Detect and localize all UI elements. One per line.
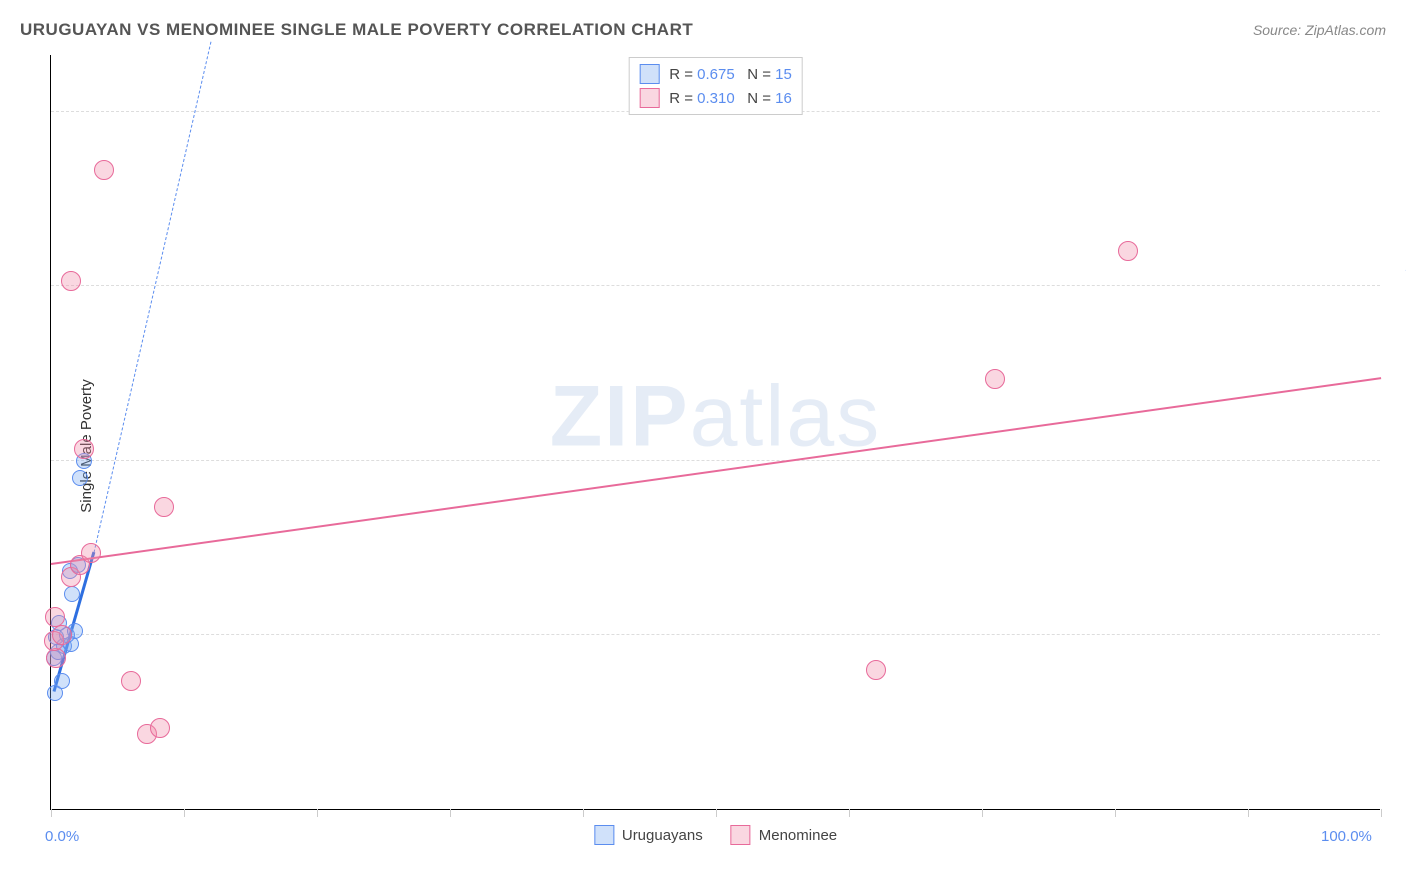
- scatter-point: [54, 673, 70, 689]
- x-tick: [51, 809, 52, 817]
- legend-item: Menominee: [731, 825, 837, 845]
- scatter-point: [45, 607, 65, 627]
- grid-line: [51, 634, 1380, 635]
- scatter-point: [150, 718, 170, 738]
- watermark-bold: ZIP: [550, 368, 690, 464]
- legend-swatch: [594, 825, 614, 845]
- x-tick: [849, 809, 850, 817]
- chart-container: URUGUAYAN VS MENOMINEE SINGLE MALE POVER…: [0, 0, 1406, 892]
- legend-row: R = 0.310 N = 16: [639, 86, 792, 110]
- scatter-point: [74, 439, 94, 459]
- legend-correlation: R = 0.675 N = 15 R = 0.310 N = 16: [628, 57, 803, 115]
- x-tick: [450, 809, 451, 817]
- x-tick: [982, 809, 983, 817]
- x-tick-label: 0.0%: [45, 828, 79, 845]
- legend-series: Uruguayans Menominee: [594, 825, 837, 845]
- scatter-point: [121, 671, 141, 691]
- grid-line: [51, 460, 1380, 461]
- grid-line: [51, 285, 1380, 286]
- plot-area: ZIPatlas R = 0.675 N = 15 R = 0.310 N = 1…: [50, 55, 1380, 810]
- scatter-point: [61, 271, 81, 291]
- scatter-point: [154, 497, 174, 517]
- x-tick: [1115, 809, 1116, 817]
- x-tick: [583, 809, 584, 817]
- scatter-point: [64, 586, 80, 602]
- legend-label: Uruguayans: [622, 827, 703, 844]
- title-bar: URUGUAYAN VS MENOMINEE SINGLE MALE POVER…: [20, 20, 1386, 40]
- scatter-point: [866, 660, 886, 680]
- source-label: Source: ZipAtlas.com: [1253, 22, 1386, 38]
- legend-swatch: [639, 88, 659, 108]
- x-tick: [1248, 809, 1249, 817]
- trend-line: [93, 42, 211, 553]
- scatter-point: [52, 625, 72, 645]
- scatter-point: [985, 369, 1005, 389]
- chart-title: URUGUAYAN VS MENOMINEE SINGLE MALE POVER…: [20, 20, 693, 40]
- x-tick: [317, 809, 318, 817]
- scatter-point: [1118, 241, 1138, 261]
- legend-swatch: [639, 64, 659, 84]
- legend-row: R = 0.675 N = 15: [639, 62, 792, 86]
- x-tick: [184, 809, 185, 817]
- scatter-point: [94, 160, 114, 180]
- scatter-point: [72, 470, 88, 486]
- watermark: ZIPatlas: [550, 367, 881, 466]
- x-tick: [716, 809, 717, 817]
- legend-stat: R = 0.310 N = 16: [669, 90, 792, 107]
- legend-swatch: [731, 825, 751, 845]
- scatter-point: [46, 648, 66, 668]
- legend-stat: R = 0.675 N = 15: [669, 66, 792, 83]
- legend-label: Menominee: [759, 827, 837, 844]
- scatter-point: [81, 543, 101, 563]
- x-tick-label: 100.0%: [1321, 828, 1372, 845]
- legend-item: Uruguayans: [594, 825, 703, 845]
- x-tick: [1381, 809, 1382, 817]
